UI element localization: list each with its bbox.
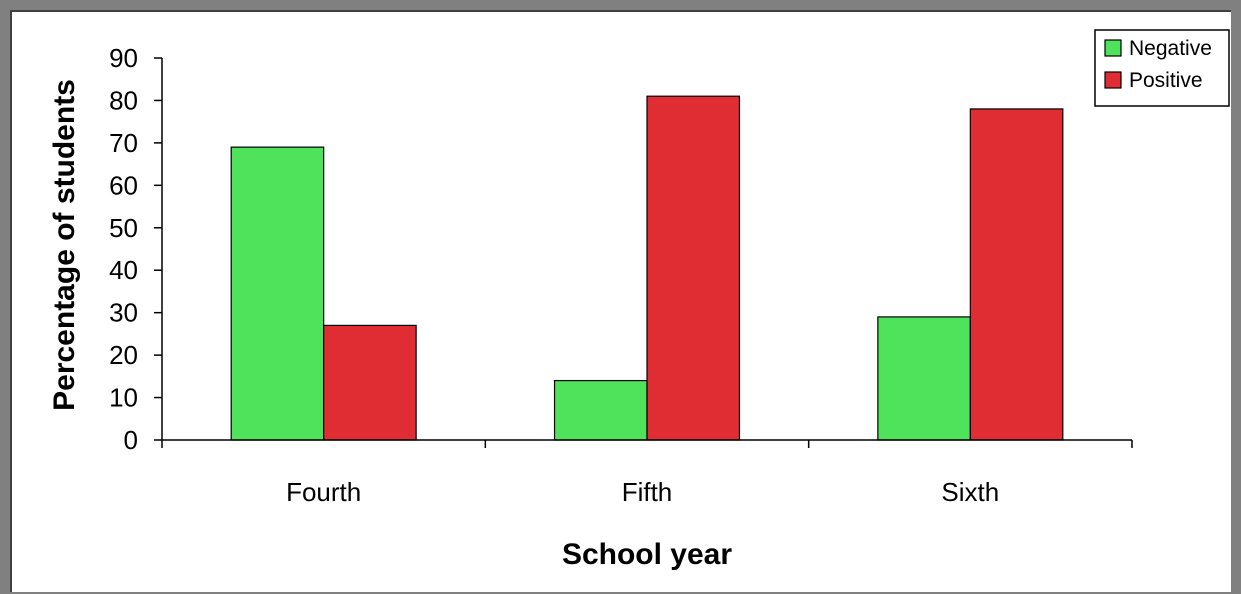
y-tick-label: 90 bbox=[109, 43, 138, 73]
y-ticks-group: 0 10 20 30 40 50 60 70 80 90 bbox=[109, 43, 162, 455]
y-tick-label: 70 bbox=[109, 128, 138, 158]
y-tick-label: 0 bbox=[124, 425, 138, 455]
bar-positive-fourth bbox=[323, 324, 417, 441]
axes-group bbox=[161, 58, 1132, 441]
bar-positive-sixth bbox=[969, 108, 1064, 441]
chart-frame: 0 10 20 30 40 50 60 70 80 90 Fourth Fifth Sixth Sch… bbox=[10, 10, 1231, 592]
x-ticks-group: Fourth Fifth Sixth bbox=[161, 440, 1133, 507]
x-axis-title: School year bbox=[562, 538, 732, 571]
bar-positive-fifth bbox=[646, 95, 741, 441]
y-tick-label: 50 bbox=[109, 213, 138, 243]
y-tick-label: 10 bbox=[109, 383, 138, 413]
y-axis-title: Percentage of students bbox=[48, 79, 81, 411]
y-tick-label: 40 bbox=[109, 255, 138, 285]
bar-negative-sixth bbox=[877, 316, 971, 441]
y-tick-label: 30 bbox=[109, 298, 138, 328]
x-tick-label: Fifth bbox=[622, 477, 673, 507]
bar-chart: 0 10 20 30 40 50 60 70 80 90 Fourth Fifth Sixth Sch… bbox=[48, 29, 1230, 571]
legend-label-negative: Negative bbox=[1129, 37, 1212, 60]
legend-swatch-negative bbox=[1104, 39, 1122, 57]
y-tick-label: 60 bbox=[109, 170, 138, 200]
legend-swatch-positive bbox=[1104, 71, 1122, 89]
y-tick-label: 80 bbox=[109, 85, 138, 115]
bar-negative-fifth bbox=[553, 379, 648, 441]
x-tick-label: Sixth bbox=[941, 477, 999, 507]
y-tick-label: 20 bbox=[109, 340, 138, 370]
bar-negative-fourth bbox=[230, 146, 325, 441]
bars-group bbox=[230, 95, 1064, 441]
legend-label-positive: Positive bbox=[1129, 69, 1203, 92]
x-tick-label: Fourth bbox=[286, 477, 361, 507]
legend: Negative Positive bbox=[1094, 29, 1230, 107]
